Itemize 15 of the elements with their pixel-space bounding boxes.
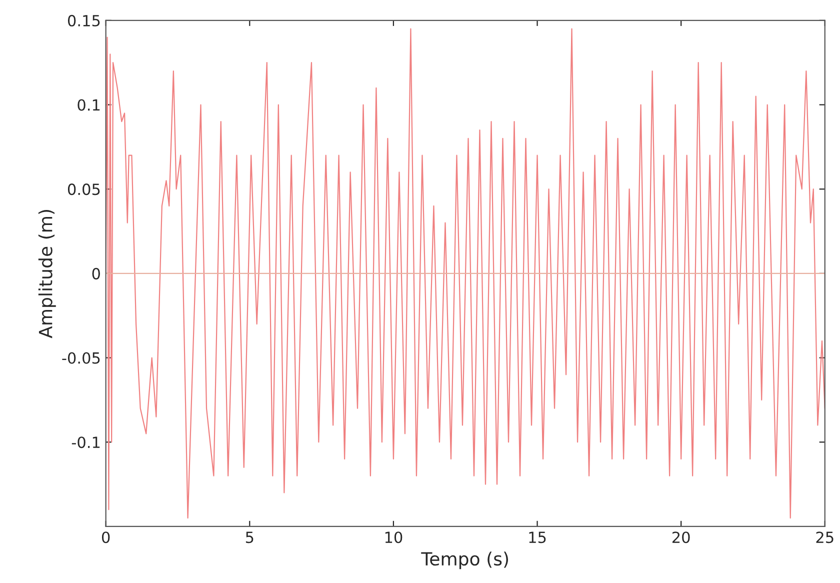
y-tick-label: 0.15	[68, 14, 100, 26]
y-axis-title: Amplitude (m)	[38, 210, 56, 338]
x-tick-label: 25	[816, 532, 834, 544]
y-tick-label: 0.05	[68, 184, 100, 196]
x-tick-label: 5	[246, 532, 254, 544]
x-tick-label: 20	[672, 532, 690, 544]
x-tick-label: 0	[102, 532, 110, 544]
line-series	[106, 28, 825, 519]
x-axis-title: Tempo (s)	[421, 552, 508, 570]
x-tick-label: 10	[385, 532, 402, 544]
y-tick-label: 0	[92, 268, 100, 280]
y-tick-label: 0.1	[78, 99, 100, 111]
y-tick-label: -0.05	[62, 352, 100, 364]
x-tick-label: 15	[529, 532, 546, 544]
y-tick-label: -0.1	[72, 436, 100, 448]
